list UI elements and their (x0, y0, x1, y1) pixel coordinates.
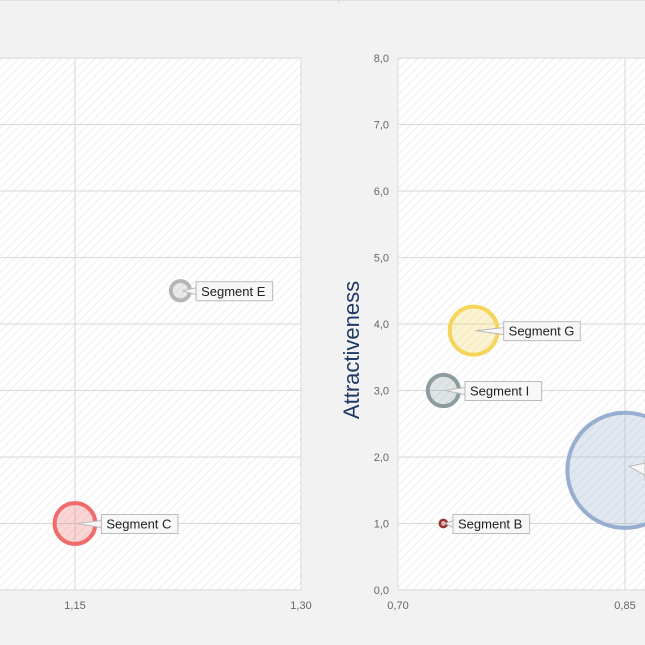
y-axis-label: Attractiveness (339, 281, 364, 419)
label-box (195, 281, 274, 302)
y-tick-label: 6,0 (374, 186, 389, 198)
y-tick-label: 5,0 (374, 253, 389, 265)
bubble-label: Segment G (509, 324, 575, 339)
y-tick-label: 3,0 (374, 386, 389, 398)
x-tick-label: 1,15 (64, 600, 85, 612)
label-box (452, 514, 531, 534)
bubble-label: Segment I (470, 384, 529, 399)
chart-right: 0,70 0,85 0,0 1,0 2,0 3,0 4,0 5,0 6,0 7,0 8,0 Attr… (339, 53, 645, 612)
y-tick-label: 4,0 (374, 319, 389, 331)
y-tick-label: 1,0 (374, 519, 389, 531)
bubble-label: Segment C (106, 517, 171, 532)
x-tick-label: 1,30 (290, 600, 311, 612)
x-tick-label: 0,70 (387, 600, 408, 612)
bubble-label: Segment B (458, 517, 522, 532)
y-tick-label: 7,0 (374, 120, 389, 132)
bubble-label: Segment E (201, 284, 266, 299)
label-box (100, 514, 179, 534)
label-box (464, 381, 543, 401)
y-tick-label: 8,0 (374, 53, 389, 65)
bubble (565, 410, 645, 530)
x-tick-label: 0,85 (614, 600, 635, 612)
y-tick-label: 2,0 (374, 452, 389, 464)
y-tick-label: 0,0 (374, 585, 389, 597)
label-pointer (627, 462, 645, 477)
label-box (503, 321, 581, 342)
